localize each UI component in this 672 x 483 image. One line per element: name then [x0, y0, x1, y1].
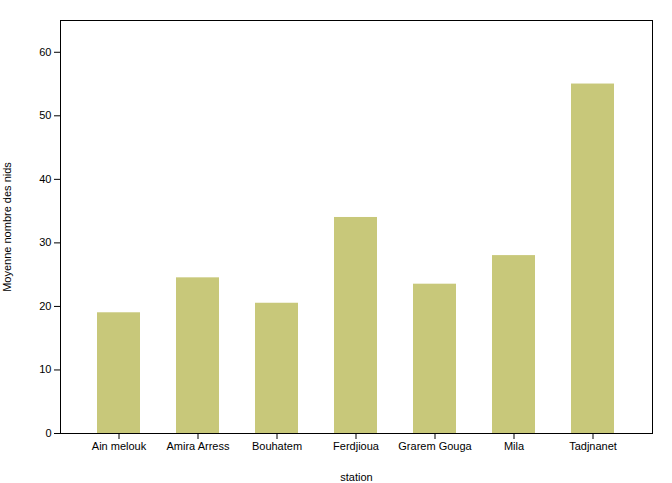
svg-text:30: 30: [39, 236, 51, 248]
svg-text:Moyenne nombre des nids: Moyenne nombre des nids: [1, 162, 13, 292]
svg-text:station: station: [340, 471, 372, 483]
svg-text:Ferdjioua: Ferdjioua: [333, 440, 380, 452]
svg-text:Ain melouk: Ain melouk: [92, 440, 147, 452]
svg-text:50: 50: [39, 109, 51, 121]
svg-text:Bouhatem: Bouhatem: [252, 440, 302, 452]
svg-text:Grarem Gouga: Grarem Gouga: [398, 440, 472, 452]
svg-text:10: 10: [39, 363, 51, 375]
svg-text:60: 60: [39, 46, 51, 58]
svg-text:Mila: Mila: [504, 440, 525, 452]
svg-text:0: 0: [45, 427, 51, 439]
svg-text:Amira Arress: Amira Arress: [167, 440, 230, 452]
svg-text:40: 40: [39, 173, 51, 185]
svg-text:20: 20: [39, 300, 51, 312]
svg-text:Tadjnanet: Tadjnanet: [569, 440, 617, 452]
